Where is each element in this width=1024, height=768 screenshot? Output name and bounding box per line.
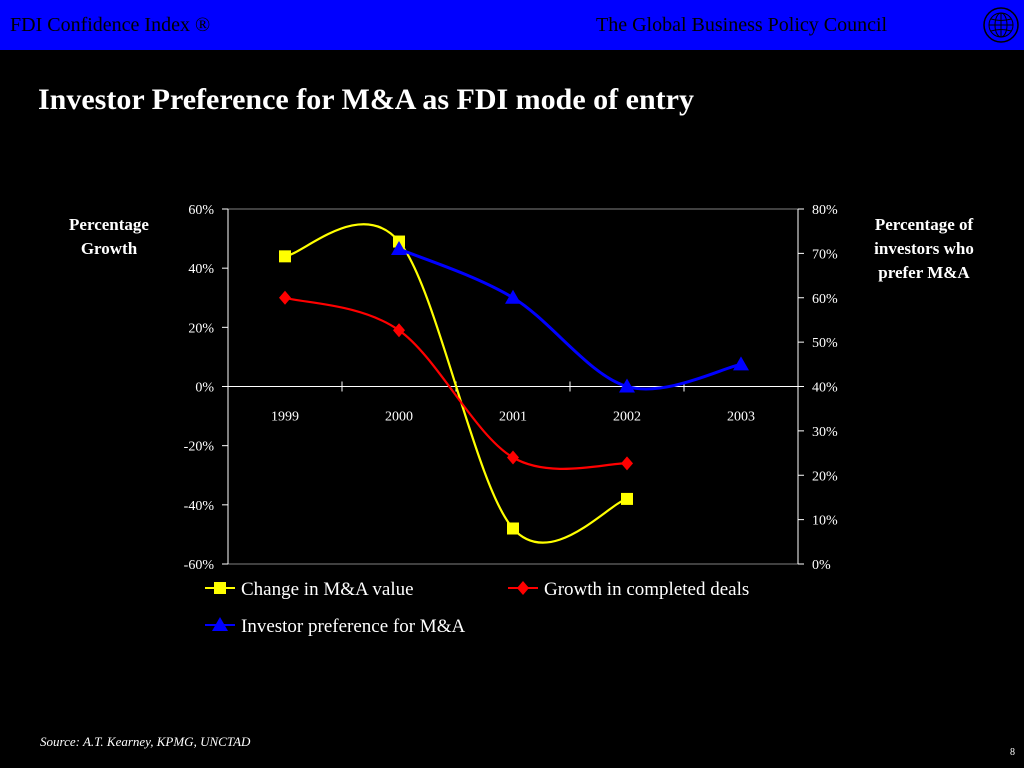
series-3-point xyxy=(505,289,521,304)
category-label: 2002 xyxy=(613,410,641,425)
series-1-point xyxy=(279,250,291,263)
left-axis-tick-label: -60% xyxy=(184,558,215,573)
page-number: 8 xyxy=(1010,747,1015,758)
left-axis-tick-label: 60% xyxy=(188,203,214,218)
right-axis-tick-label: 70% xyxy=(812,247,838,262)
left-axis-tick-label: 40% xyxy=(188,262,214,277)
globe-logo-icon xyxy=(983,7,1019,43)
series-3-point xyxy=(733,356,749,371)
series-3-point xyxy=(391,240,407,255)
left-axis-tick-label: 20% xyxy=(188,321,214,336)
series-2-point xyxy=(393,323,405,338)
series-3-point xyxy=(619,378,635,393)
legend-label-2: Growth in completed deals xyxy=(544,579,749,600)
legend-label-3: Investor preference for M&A xyxy=(241,616,465,637)
series-2-point xyxy=(621,456,633,471)
right-axis-tick-label: 10% xyxy=(812,514,838,529)
header-bar: FDI Confidence Index ® The Global Busine… xyxy=(0,0,1024,50)
left-axis-tick-label: -40% xyxy=(184,499,215,514)
header-left-text: FDI Confidence Index ® xyxy=(10,14,211,36)
series-line-3 xyxy=(398,247,742,391)
source-note: Source: A.T. Kearney, KPMG, UNCTAD xyxy=(40,734,251,749)
series-2-point xyxy=(507,450,519,465)
right-axis-tick-label: 60% xyxy=(812,292,838,307)
left-axis-tick-label: -20% xyxy=(184,440,215,455)
right-axis-tick-label: 20% xyxy=(812,469,838,484)
series-2-point xyxy=(279,290,291,305)
right-axis-tick-label: 0% xyxy=(812,558,831,573)
legend-label-1: Change in M&A value xyxy=(241,579,414,600)
header-right-text: The Global Business Policy Council xyxy=(596,14,888,36)
chart-area: 60% 40% 20% 0% -20% -40% -60% 80% 70% 60% 50% 40% 30… xyxy=(184,203,838,637)
right-axis-title: Percentage of investors who prefer M&A xyxy=(874,215,974,282)
category-label: 1999 xyxy=(271,410,299,425)
left-axis-title: Percentage Growth xyxy=(69,215,149,258)
slide-title: Investor Preference for M&A as FDI mode … xyxy=(38,83,694,116)
category-label: 2001 xyxy=(499,410,527,425)
right-axis-tick-label: 30% xyxy=(812,425,838,440)
right-axis-tick-label: 80% xyxy=(812,203,838,218)
series-1-point xyxy=(621,492,633,505)
legend-marker-1 xyxy=(214,582,226,594)
series-1-point xyxy=(507,522,519,535)
series-line-2 xyxy=(284,296,628,470)
left-axis-tick-label: 0% xyxy=(195,381,214,396)
series-line-1 xyxy=(284,223,628,544)
right-axis-tick-label: 40% xyxy=(812,381,838,396)
legend-marker-2 xyxy=(517,581,529,595)
right-axis-tick-label: 50% xyxy=(812,336,838,351)
category-label: 2003 xyxy=(727,410,755,425)
category-label: 2000 xyxy=(385,410,413,425)
legend-marker-3 xyxy=(212,617,228,631)
